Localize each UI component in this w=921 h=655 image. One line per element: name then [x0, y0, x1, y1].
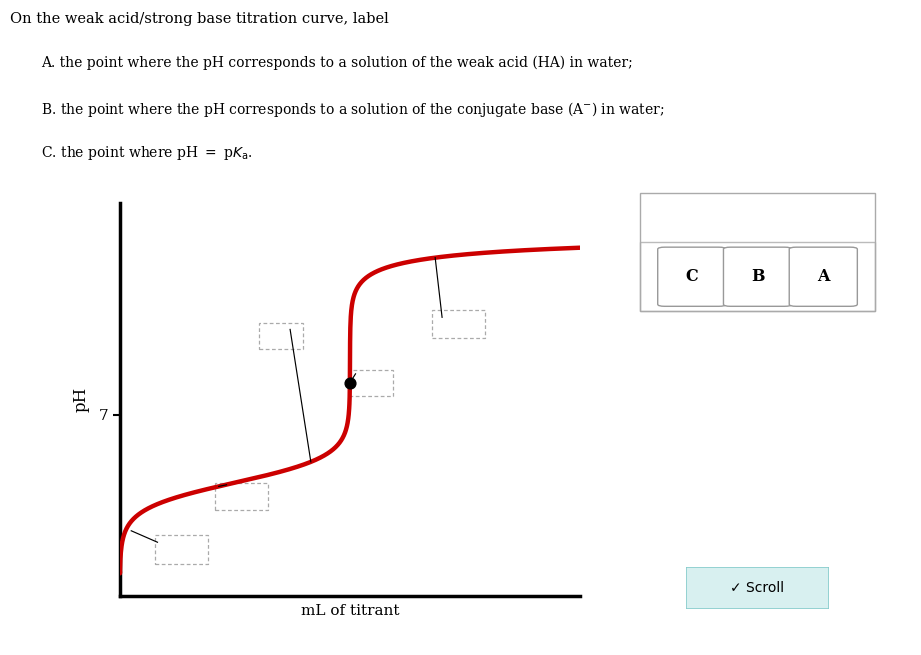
- Bar: [259, 323, 303, 349]
- Bar: [432, 310, 484, 337]
- FancyBboxPatch shape: [724, 247, 791, 307]
- FancyBboxPatch shape: [686, 567, 829, 609]
- Text: B. the point where the pH corresponds to a solution of the conjugate base (A$^{-: B. the point where the pH corresponds to…: [41, 100, 665, 119]
- Text: C: C: [685, 269, 698, 285]
- X-axis label: mL of titrant: mL of titrant: [301, 605, 399, 618]
- Text: A. the point where the pH corresponds to a solution of the weak acid (HA) in wat: A. the point where the pH corresponds to…: [41, 56, 634, 71]
- Bar: [156, 535, 208, 563]
- Text: A: A: [817, 269, 830, 285]
- FancyBboxPatch shape: [658, 247, 726, 307]
- Point: [343, 378, 357, 388]
- Text: B: B: [751, 269, 764, 285]
- FancyBboxPatch shape: [789, 247, 857, 307]
- Text: On the weak acid/strong base titration curve, label: On the weak acid/strong base titration c…: [10, 12, 389, 26]
- Bar: [349, 370, 392, 396]
- Text: C. the point where pH $=$ p$K_{\mathrm{a}}$.: C. the point where pH $=$ p$K_{\mathrm{a…: [41, 145, 253, 162]
- Y-axis label: pH: pH: [73, 387, 90, 412]
- Bar: [216, 483, 268, 510]
- Text: Answer Bank: Answer Bank: [710, 210, 805, 225]
- Text: ✓ Scroll: ✓ Scroll: [730, 581, 785, 595]
